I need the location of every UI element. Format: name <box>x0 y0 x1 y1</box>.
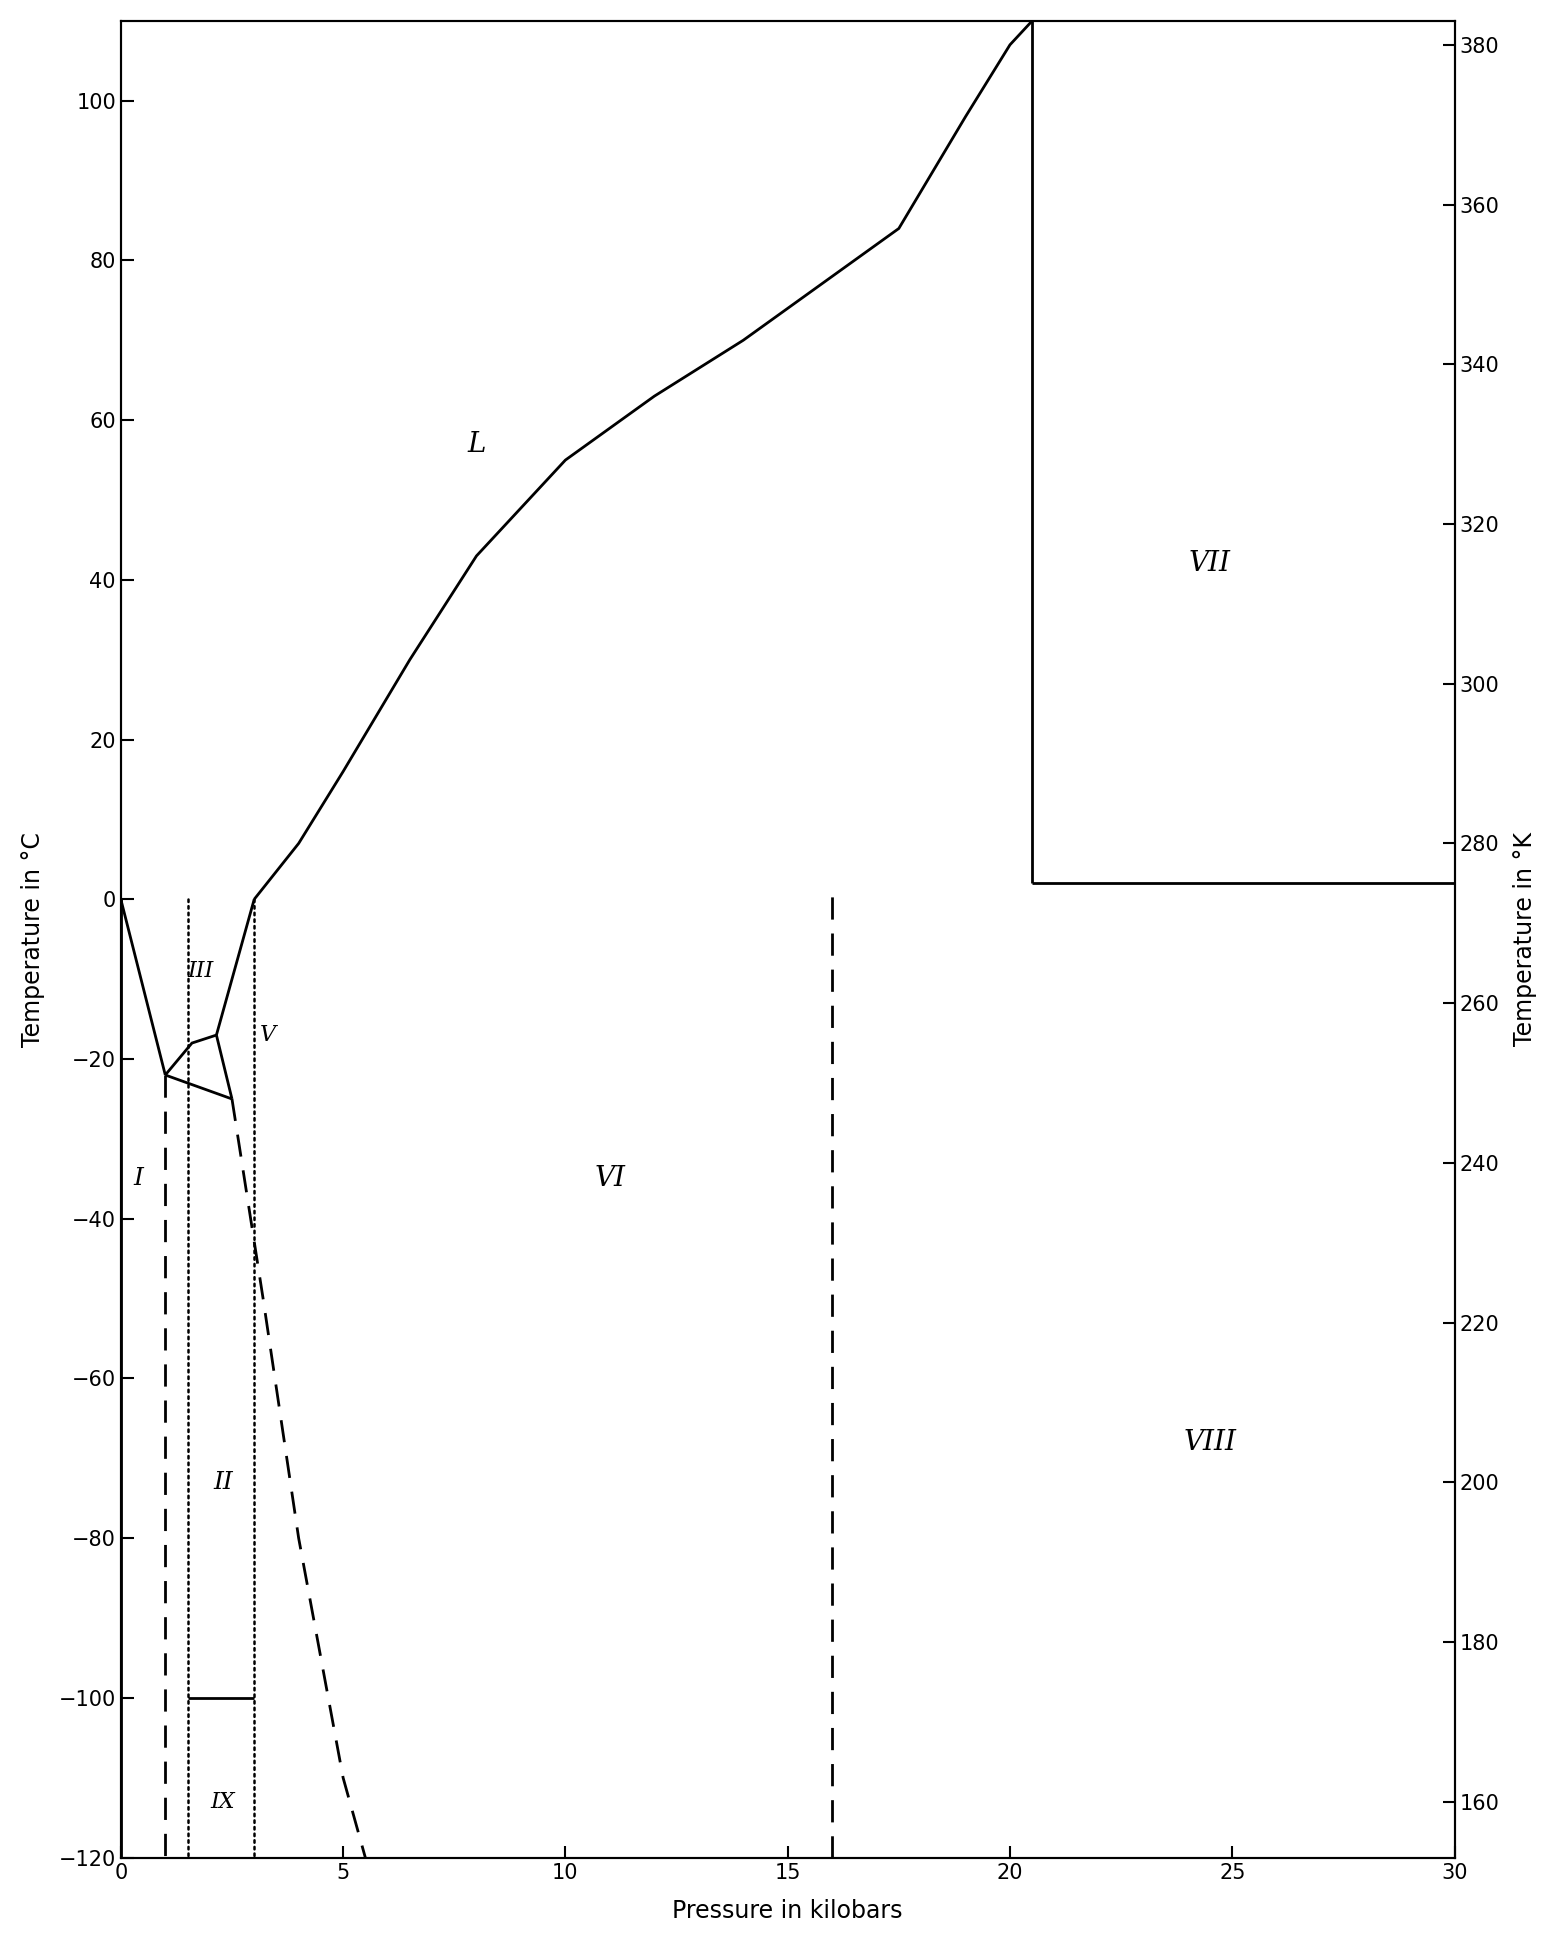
X-axis label: Pressure in kilobars: Pressure in kilobars <box>673 1899 904 1923</box>
Text: VIII: VIII <box>1184 1429 1237 1456</box>
Text: VI: VI <box>594 1164 625 1192</box>
Text: VII: VII <box>1189 550 1231 577</box>
Text: I: I <box>134 1166 143 1190</box>
Y-axis label: Temperature in °K: Temperature in °K <box>1513 832 1538 1046</box>
Y-axis label: Temperature in °C: Temperature in °C <box>20 832 45 1046</box>
Text: II: II <box>213 1472 234 1493</box>
Text: L: L <box>467 432 486 457</box>
Text: III: III <box>187 960 213 982</box>
Text: IX: IX <box>210 1790 235 1812</box>
Text: V: V <box>260 1024 276 1046</box>
